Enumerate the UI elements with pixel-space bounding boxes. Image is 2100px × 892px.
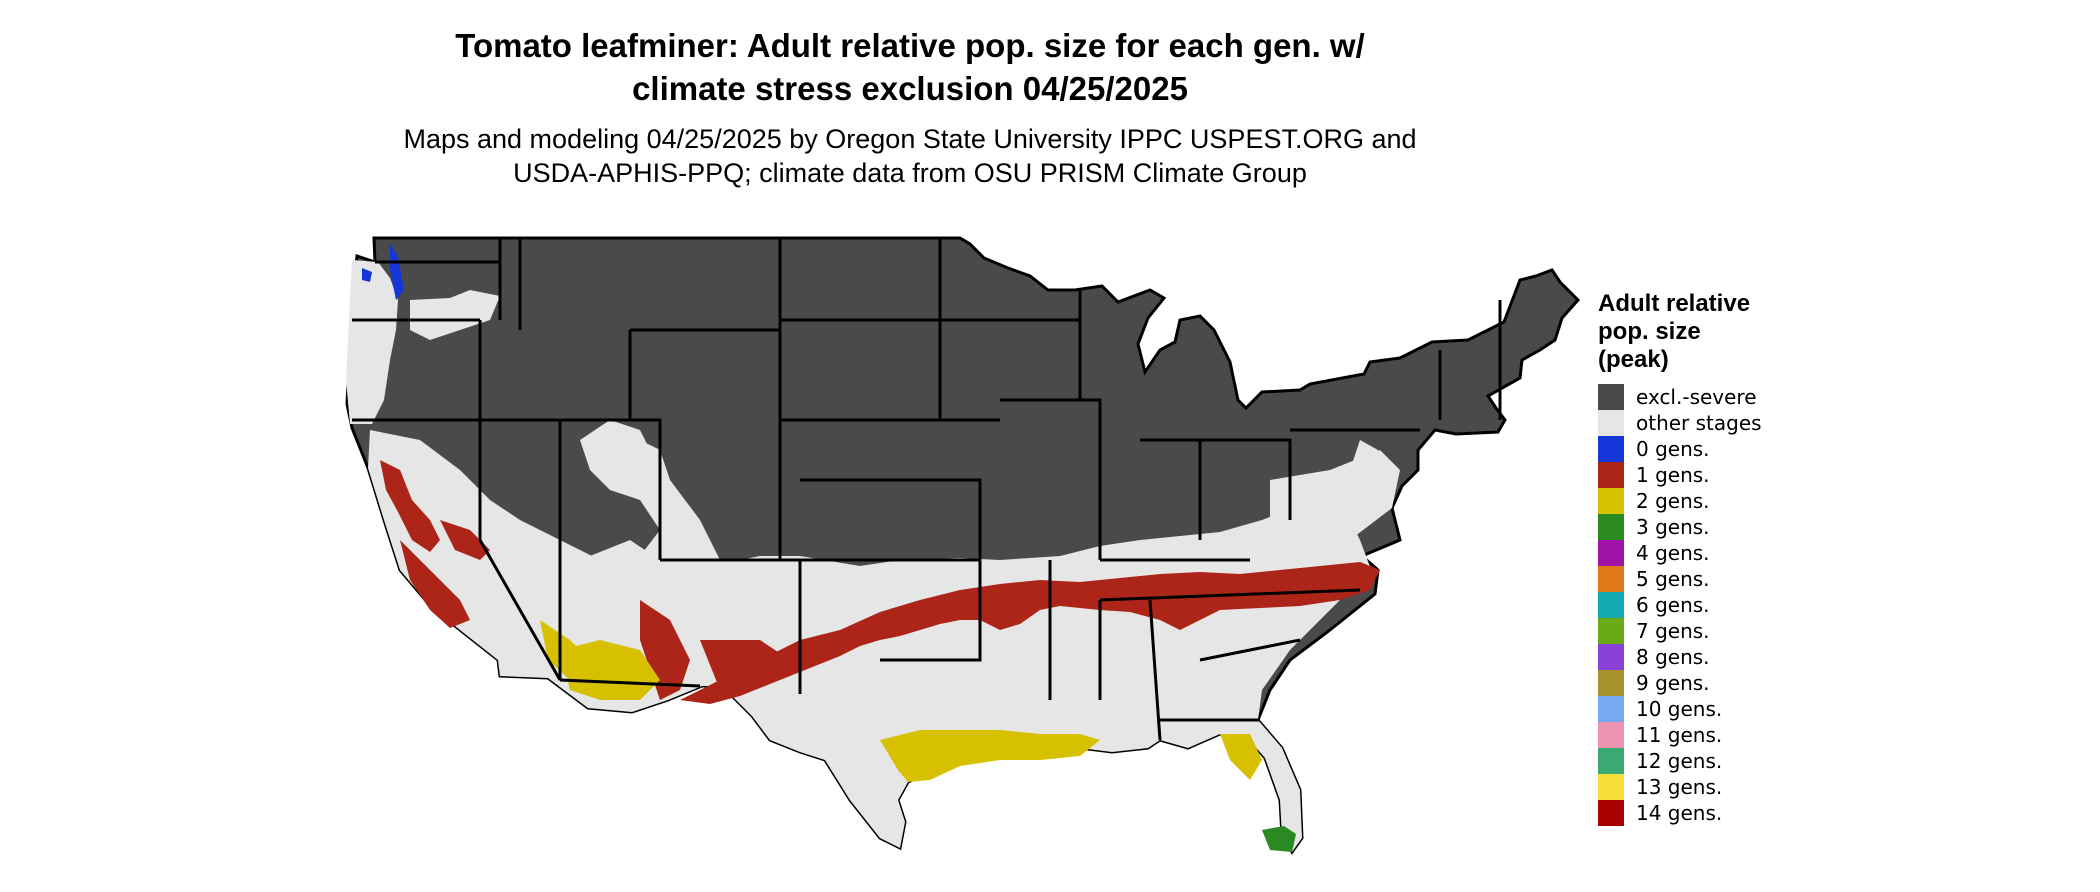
legend-item: 3 gens. [1598,514,1762,540]
legend-item: 6 gens. [1598,592,1762,618]
legend-swatch [1598,644,1624,670]
legend-item: 7 gens. [1598,618,1762,644]
legend-item: other stages [1598,410,1762,436]
legend-title: Adult relative pop. size (peak) [1598,290,1762,374]
legend-swatch [1598,696,1624,722]
title-line-1: Tomato leafminer: Adult relative pop. si… [455,27,1365,64]
legend-item: 4 gens. [1598,540,1762,566]
legend-item: 1 gens. [1598,462,1762,488]
legend-title-line-1: Adult relative [1598,290,1751,317]
map-title: Tomato leafminer: Adult relative pop. si… [0,24,1820,110]
legend: Adult relative pop. size (peak) excl.-se… [1598,290,1762,826]
legend-label: 9 gens. [1636,671,1710,695]
map-subtitle: Maps and modeling 04/25/2025 by Oregon S… [0,122,1820,190]
us-map [345,236,1581,855]
legend-swatch [1598,670,1624,696]
legend-label: 8 gens. [1636,645,1710,669]
legend-swatch [1598,592,1624,618]
legend-item: 0 gens. [1598,436,1762,462]
legend-label: 11 gens. [1636,723,1723,747]
title-line-2: climate stress exclusion 04/25/2025 [632,70,1188,107]
legend-label: 14 gens. [1636,801,1723,825]
legend-item: 8 gens. [1598,644,1762,670]
legend-label: 5 gens. [1636,567,1710,591]
legend-label: 1 gens. [1636,463,1710,487]
legend-label: excl.-severe [1636,385,1757,409]
legend-label: 13 gens. [1636,775,1723,799]
subtitle-line-2: USDA-APHIS-PPQ; climate data from OSU PR… [513,158,1307,188]
legend-label: 4 gens. [1636,541,1710,565]
legend-swatch [1598,566,1624,592]
legend-item: excl.-severe [1598,384,1762,410]
legend-swatch [1598,722,1624,748]
legend-item: 13 gens. [1598,774,1762,800]
legend-item: 2 gens. [1598,488,1762,514]
legend-item: 10 gens. [1598,696,1762,722]
state-borders [352,238,1502,741]
legend-label: other stages [1636,411,1762,435]
legend-items: excl.-severe other stages 0 gens. 1 gens. 2 … [1598,384,1762,826]
legend-swatch [1598,774,1624,800]
legend-item: 9 gens. [1598,670,1762,696]
legend-swatch [1598,488,1624,514]
legend-label: 7 gens. [1636,619,1710,643]
gen1-regions [380,460,1380,704]
legend-swatch [1598,436,1624,462]
legend-label: 2 gens. [1636,489,1710,513]
legend-item: 12 gens. [1598,748,1762,774]
legend-swatch [1598,514,1624,540]
legend-item: 11 gens. [1598,722,1762,748]
gen0-regions [362,244,404,300]
legend-swatch [1598,748,1624,774]
legend-swatch [1598,410,1624,436]
legend-label: 3 gens. [1636,515,1710,539]
legend-label: 12 gens. [1636,749,1723,773]
subtitle-line-1: Maps and modeling 04/25/2025 by Oregon S… [403,124,1417,154]
legend-swatch [1598,462,1624,488]
legend-swatch [1598,540,1624,566]
legend-title-line-3: (peak) [1598,346,1669,373]
legend-title-line-2: pop. size [1598,318,1701,345]
gen2-regions [540,620,1262,782]
legend-swatch [1598,618,1624,644]
legend-item: 14 gens. [1598,800,1762,826]
legend-item: 5 gens. [1598,566,1762,592]
legend-swatch [1598,384,1624,410]
legend-label: 6 gens. [1636,593,1710,617]
legend-label: 10 gens. [1636,697,1723,721]
legend-label: 0 gens. [1636,437,1710,461]
legend-swatch [1598,800,1624,826]
gen3-region [1262,826,1296,852]
